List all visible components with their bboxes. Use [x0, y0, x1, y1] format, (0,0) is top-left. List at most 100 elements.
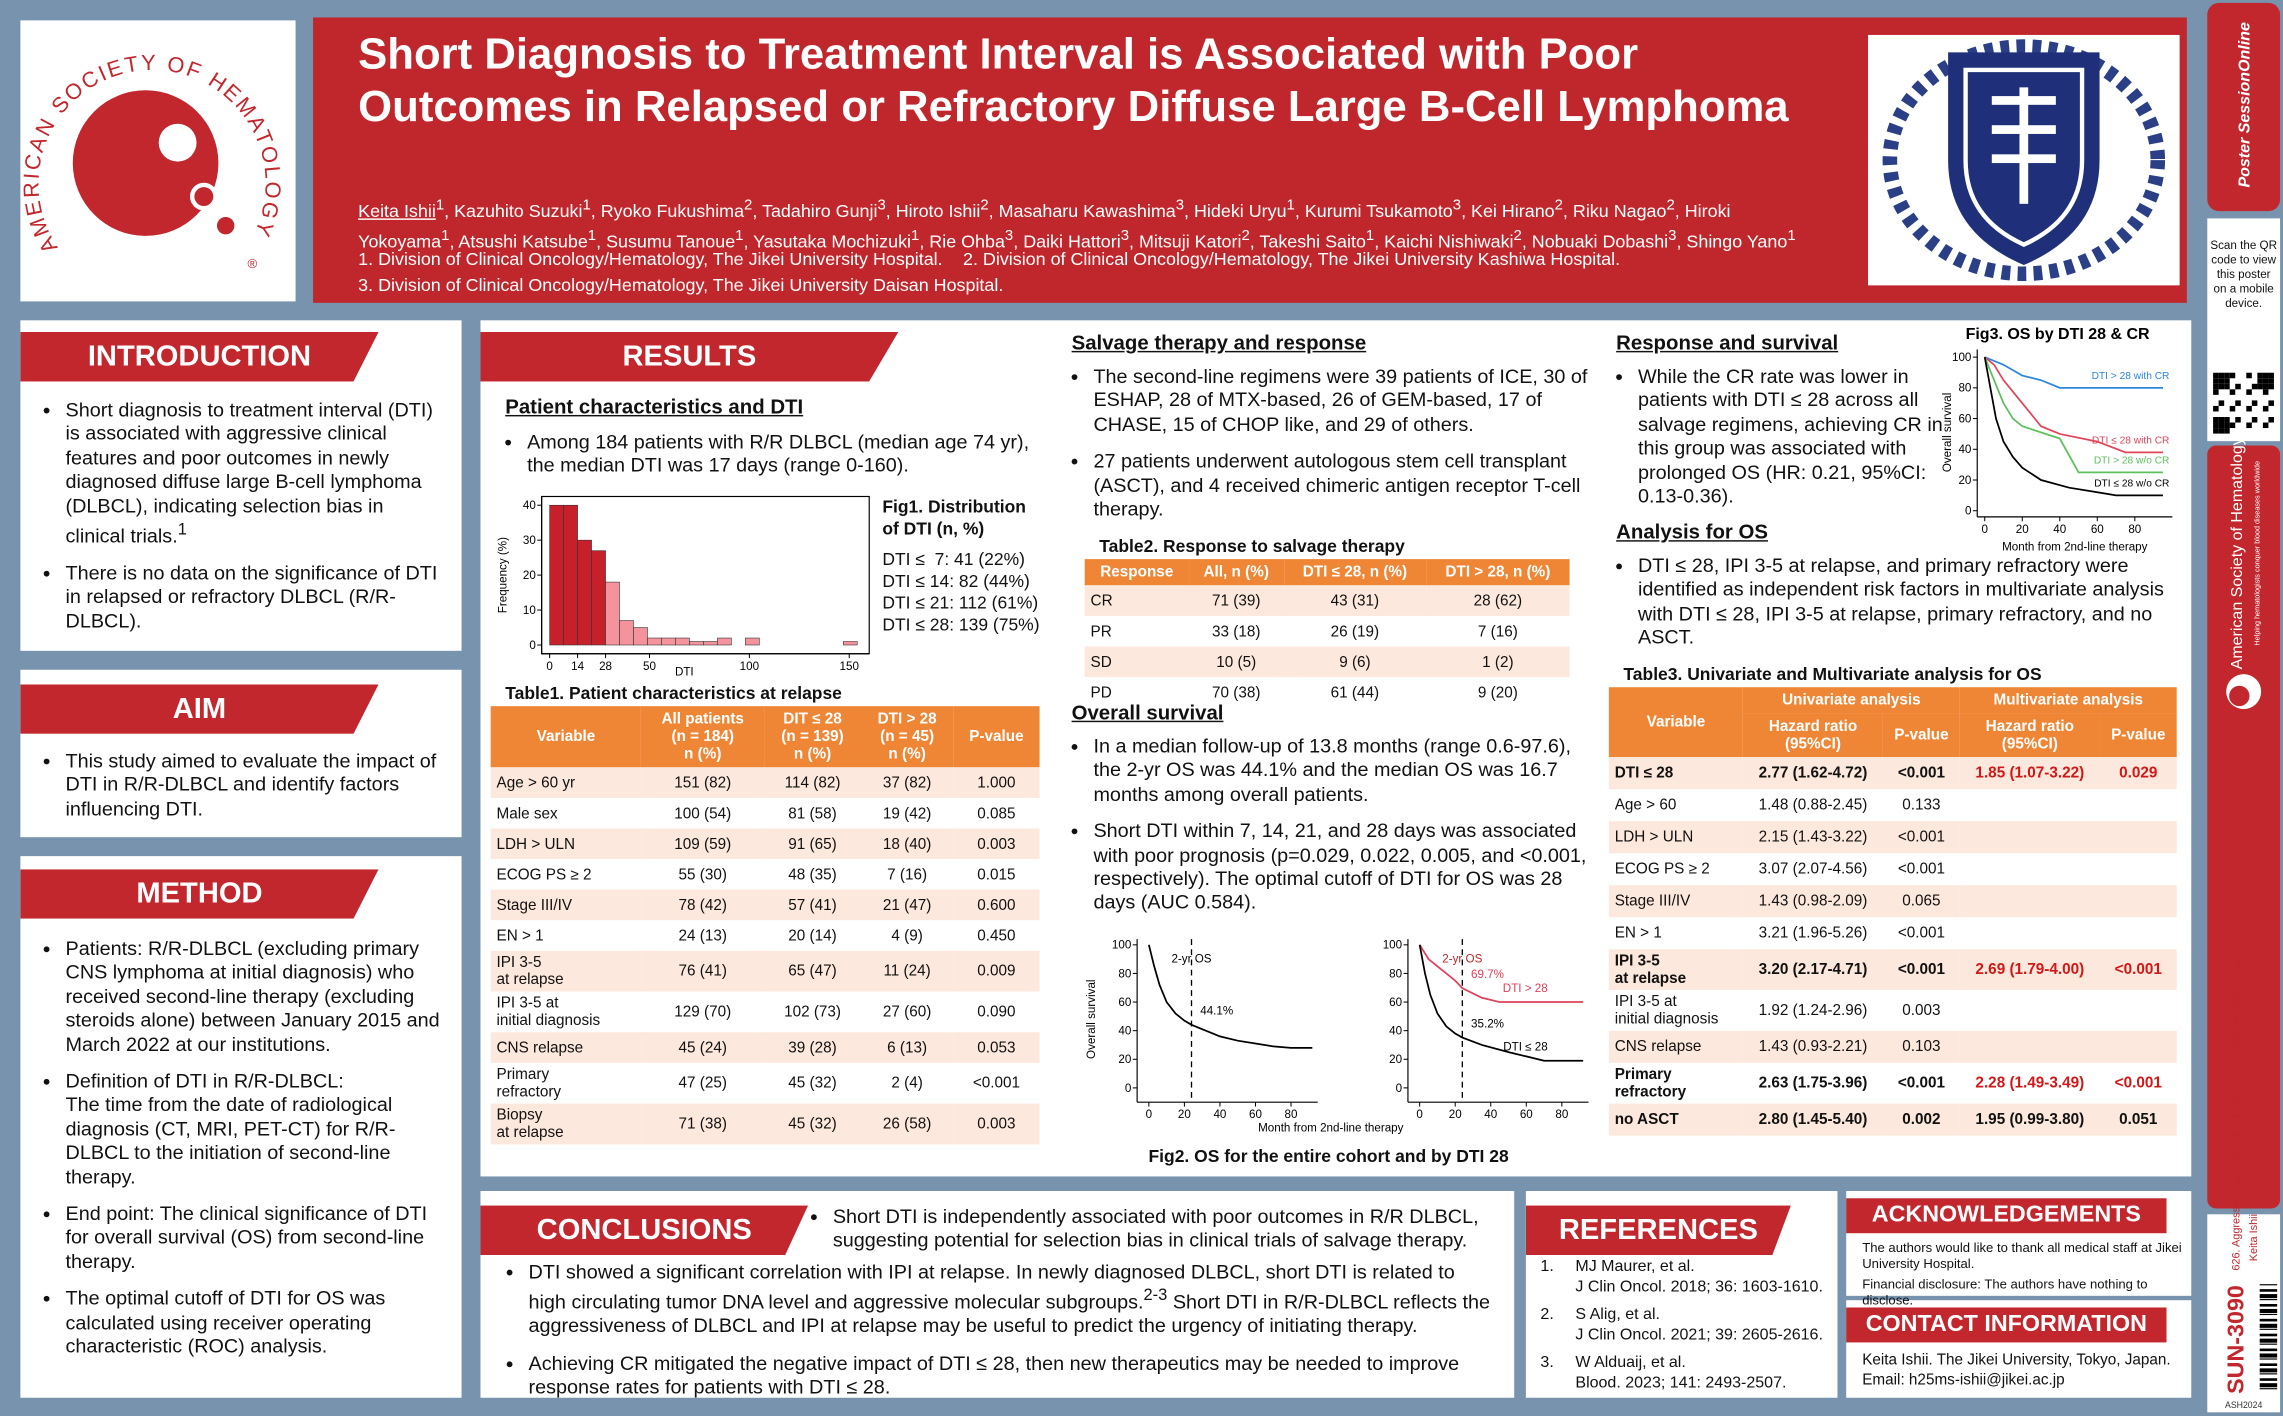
- table-cell: 0.085: [977, 804, 1016, 822]
- section-heading: INTRODUCTION: [20, 331, 379, 382]
- superscript: 2-3: [1143, 1287, 1168, 1306]
- x-tick-label: 80: [2128, 523, 2141, 536]
- separator: ,: [1249, 231, 1260, 253]
- bullet-list: This study aimed to evaluate the impact …: [44, 750, 444, 822]
- separator: ,: [988, 201, 999, 222]
- empty-cell: [2100, 821, 2177, 853]
- section-heading: CONCLUSIONS: [480, 1205, 809, 1256]
- bullet-list: DTI ≤ 28, IPI 3-5 at relapse, and primar…: [1616, 555, 2184, 651]
- bullet: Among 184 patients with R/R DLBCL (media…: [527, 431, 1037, 479]
- histogram-bar: [661, 637, 676, 646]
- table-cell: 0.003: [977, 835, 1016, 853]
- section-heading: CONTACT INFORMATION: [1846, 1307, 2167, 1343]
- table-cell: SD: [1090, 653, 1112, 671]
- column-header: Variable: [490, 706, 642, 768]
- y-tick-label: 20: [1958, 474, 1971, 487]
- table-cell: Age > 60: [1614, 796, 1677, 814]
- table-cell: <0.001: [972, 1074, 1021, 1092]
- table-cell: 7 (16): [887, 865, 928, 884]
- text-block: While the CR rate was lower in patients …: [1616, 365, 1944, 521]
- table-cell: 0.002: [1902, 1110, 1941, 1129]
- table-cell: 19 (42): [882, 804, 932, 822]
- x-tick-label: 14: [571, 660, 584, 673]
- affiliation-mark: 1: [911, 228, 920, 245]
- table-cell: 24 (13): [678, 926, 727, 945]
- empty-cell: [1960, 1031, 2100, 1063]
- university-logo: [1882, 39, 2166, 282]
- sidebar: [2207, 2, 2281, 1413]
- qr-module: [2268, 400, 2274, 406]
- qr-module: [2213, 389, 2219, 395]
- separator: ,: [743, 231, 754, 253]
- affiliation-mark: 2: [980, 198, 989, 215]
- author-name: Keita Ishii: [358, 201, 436, 222]
- table-cell: 0.029: [2119, 764, 2158, 782]
- y-axis-label: Frequency (%): [497, 537, 510, 613]
- group-header: Multivariate analysis: [1959, 687, 2177, 714]
- table-cell: Primary refractory: [496, 1065, 562, 1101]
- qr-module: [2262, 372, 2269, 379]
- table-cell: 0.003: [1902, 1001, 1941, 1020]
- barcode-line: [2259, 1363, 2278, 1367]
- table-cell: CNS relapse: [496, 1038, 584, 1057]
- table-cell: IPI 3-5 at initial diagnosis: [496, 994, 601, 1030]
- barcode-line: [2259, 1378, 2278, 1381]
- text-block: Short DTI is independently associated wi…: [811, 1206, 1495, 1267]
- bullet-text: Short DTI in R/R-DLBCL reflects the aggr…: [528, 1291, 1491, 1338]
- qr-module: [2224, 422, 2230, 429]
- section-heading: AIM: [20, 684, 379, 734]
- table-cell: 33 (18): [1211, 622, 1261, 640]
- table-row: ECOG PS ≥ 2 3.07 (2.07-4.56) <0.001: [1609, 853, 2177, 885]
- logo-dot: [158, 123, 197, 162]
- data-table: Variable All patients (n = 184) n (%) DIT …: [490, 706, 1040, 1145]
- column-header: P-value: [2099, 713, 2177, 758]
- affiliation-mark: 1: [1365, 228, 1375, 245]
- figure-caption: Fig2. OS for the entire cohort and by DT…: [1148, 1145, 1509, 1167]
- separator: ,: [1374, 231, 1385, 253]
- text-block: In a median follow-up of 13.8 months (ra…: [1072, 735, 1589, 928]
- figure-legend: DTI ≤ 7: 41 (22%) DTI ≤ 14: 82 (44%) DTI ≤…: [882, 549, 1042, 636]
- series-label: DTI ≤ 28 with CR: [2092, 436, 2170, 447]
- affiliation-mark: 2: [1241, 228, 1250, 245]
- affiliation-mark: 1: [1286, 198, 1295, 215]
- separator: ,: [449, 231, 459, 253]
- reference-line: J Clin Oncol. 2018; 36: 1603-1610.: [1575, 1277, 1823, 1296]
- y-axis-label: Overall survival: [1085, 979, 1098, 1058]
- qr-module: [2251, 400, 2258, 406]
- table-cell: 0.090: [977, 1003, 1016, 1021]
- table-body: CR 71 (39) 43 (31) 28 (62) PR 33 (18) 26 (19) 7…: [1084, 585, 1570, 707]
- barcode-line: [2259, 1358, 2278, 1360]
- bullet-list: While the CR rate was lower in patients …: [1616, 365, 1944, 508]
- author-name: Shingo Yano: [1686, 231, 1788, 253]
- table-cell: 100 (54): [674, 804, 732, 822]
- survival-curve: [1984, 356, 2163, 454]
- table-cell: 0.450: [977, 926, 1016, 945]
- acknowledgement-line: Financial disclosure: The authors have n…: [1862, 1276, 2148, 1308]
- authors: Keita Ishii1, Kazuhito Suzuki1, Ryoko Fu…: [358, 194, 1814, 255]
- affiliations: 1. Division of Clinical Oncology/Hematol…: [358, 246, 1756, 298]
- table-cell: 129 (70): [674, 1003, 732, 1021]
- bullet: Short DTI within 7, 14, 21, and 28 days …: [1093, 820, 1588, 916]
- table-cell: PR: [1090, 622, 1112, 640]
- y-tick-label: 0: [1965, 505, 1972, 518]
- bullet-list: Short diagnosis to treatment interval (D…: [44, 399, 444, 634]
- table-cell: 65 (47): [788, 962, 837, 980]
- author-name: Hiroto Ishii: [895, 201, 981, 222]
- reference-body: MJ Maurer, et al. J Clin Oncol. 2018; 36:…: [1575, 1258, 1823, 1297]
- author-name: Tadahiro Gunji: [762, 201, 878, 222]
- table-cell: 3.21 (1.96-5.26): [1758, 924, 1868, 943]
- logo-circle: [72, 90, 219, 236]
- separator: ,: [1521, 231, 1532, 253]
- marker-value-label: 35.2%: [1471, 1017, 1504, 1030]
- histogram-bar: [703, 641, 718, 646]
- bullet: 27 patients underwent autologous stem ce…: [1093, 450, 1588, 522]
- affiliation-mark: 3: [1668, 228, 1677, 245]
- table-title: Table2. Response to salvage therapy: [1099, 535, 1405, 557]
- marker-label: 2-yr OS: [1171, 952, 1211, 965]
- qr-module: [2235, 400, 2241, 406]
- sidebar-text: ASH2024: [2225, 1400, 2262, 1410]
- bullet-text: DTI showed a significant correlation wit…: [528, 1260, 1455, 1314]
- marker-label: 2-yr OS: [1442, 952, 1482, 965]
- bullet-list: In a median follow-up of 13.8 months (ra…: [1072, 735, 1589, 915]
